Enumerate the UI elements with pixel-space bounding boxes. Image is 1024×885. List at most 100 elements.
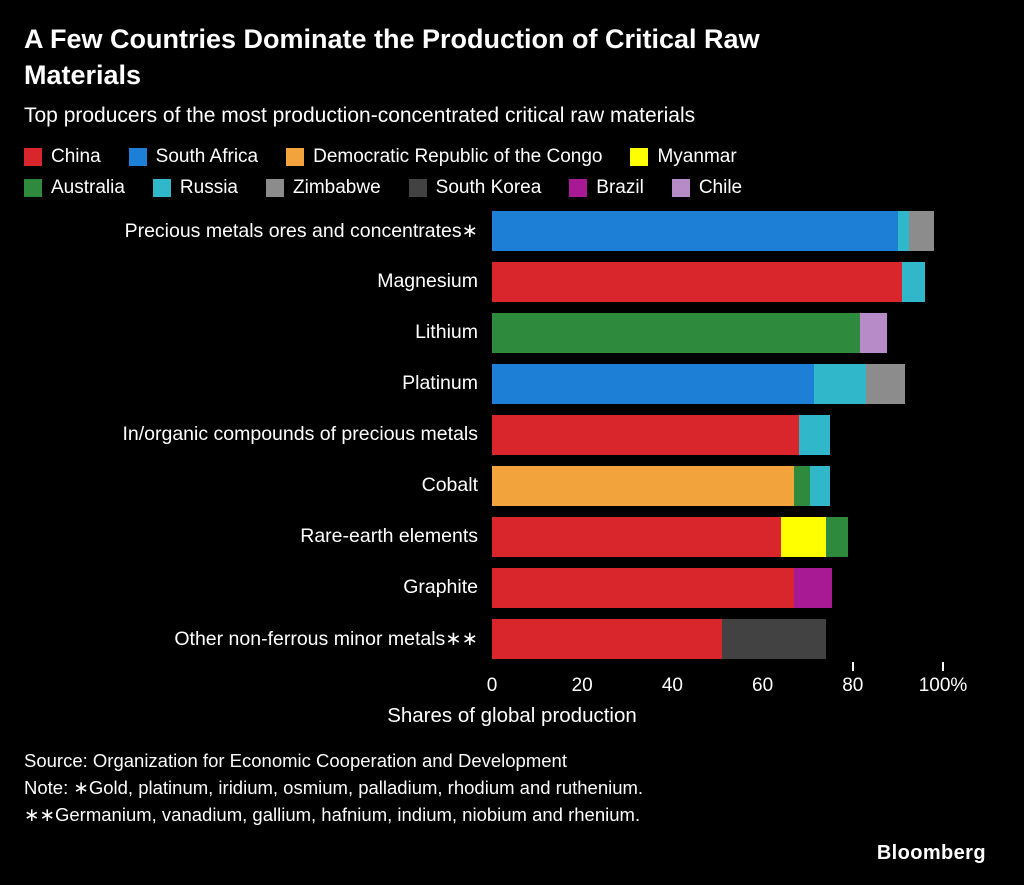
bar-row-lithium: Lithium	[24, 312, 1000, 353]
legend-label: Brazil	[596, 176, 644, 198]
bar-row-in-organic-compounds-of-precious-metals: In/organic compounds of precious metals	[24, 414, 1000, 455]
legend-label: Chile	[698, 176, 743, 198]
source-text: Source: Organization for Economic Cooper…	[24, 749, 567, 771]
bar-segment-chile	[859, 312, 887, 353]
legend-item-chile: Chile	[671, 176, 743, 199]
bar-row-cobalt: Cobalt	[24, 465, 1000, 506]
legend-item-zimbabwe: Zimbabwe	[266, 177, 381, 199]
x-axis-title: Shares of global production	[387, 703, 637, 727]
legend-swatch-south-korea	[408, 178, 427, 197]
note-text-1: Note: ∗Gold, platinum, iridium, osmium, …	[24, 777, 644, 799]
bar-segment-australia	[825, 516, 849, 557]
x-tick-label: 20	[571, 674, 593, 696]
legend-item-south-africa: South Africa	[128, 145, 259, 168]
chart-footer: Source: Organization for Economic Cooper…	[24, 748, 1000, 829]
bar-track	[492, 363, 943, 404]
legend: China South Africa Democratic Republic of …	[24, 146, 1000, 199]
bar-segment-russia	[814, 363, 867, 404]
x-tick-mark	[942, 661, 944, 671]
legend-item-south-korea: South Korea	[408, 176, 542, 199]
legend-swatch-russia	[152, 178, 171, 197]
bloomberg-logo: Bloomberg	[876, 842, 986, 864]
legend-swatch-south-africa	[128, 147, 147, 166]
legend-swatch-brazil	[569, 178, 588, 197]
x-tick-label: 80	[842, 674, 864, 696]
bar-track	[492, 312, 943, 353]
bar-chart: Precious metals ores and concentrates∗ Ma…	[24, 210, 1000, 659]
legend-swatch-zimbabwe	[266, 178, 284, 197]
x-tick-label: 60	[752, 674, 774, 696]
legend-label: Democratic Republic of the Congo	[313, 145, 603, 167]
bar-track	[492, 567, 943, 608]
bar-track	[492, 618, 943, 659]
bar-segment-china	[492, 261, 903, 302]
bar-track	[492, 516, 943, 557]
legend-swatch-myanmar	[630, 147, 649, 166]
legend-row: China South Africa Democratic Republic of …	[24, 146, 1000, 168]
bar-segment-china	[492, 414, 799, 455]
category-label: Rare-earth elements	[300, 525, 478, 548]
bar-segment-democratic-republic-of-the-congo	[492, 465, 795, 506]
bar-segment-australia	[794, 465, 810, 506]
legend-row: Australia Russia Zimbabwe South Korea Brazil…	[24, 177, 1000, 199]
legend-item-russia: Russia	[152, 176, 238, 199]
x-tick-label: 40	[661, 674, 683, 696]
legend-label: China	[51, 145, 101, 167]
legend-item-democratic-republic-of-the-congo: Democratic Republic of the Congo	[286, 146, 602, 168]
bar-segment-zimbabwe	[866, 363, 905, 404]
bar-track	[492, 414, 943, 455]
bar-segment-russia	[798, 414, 831, 455]
category-label: Cobalt	[421, 474, 478, 497]
category-label: Graphite	[403, 576, 478, 599]
bar-segment-russia	[897, 210, 910, 251]
legend-swatch-australia	[24, 178, 42, 197]
x-tick-mark	[851, 661, 854, 671]
category-label: Platinum	[402, 372, 478, 395]
bar-segment-china	[492, 567, 795, 608]
legend-label: Myanmar	[657, 145, 737, 167]
x-tick-label: 0	[486, 674, 498, 696]
legend-swatch-chile	[671, 178, 690, 197]
x-tick-label: 100%	[918, 674, 968, 696]
bar-track	[492, 465, 943, 506]
bar-segment-russia	[809, 465, 831, 506]
category-label: Magnesium	[377, 270, 478, 293]
chart-subtitle: Top producers of the most production-con…	[24, 103, 696, 127]
bar-row-graphite: Graphite	[24, 567, 1000, 608]
category-label: Lithium	[415, 321, 478, 344]
bar-segment-myanmar	[780, 516, 826, 557]
legend-label: Russia	[179, 176, 238, 198]
legend-label: Zimbabwe	[293, 176, 381, 198]
bar-segment-russia	[902, 261, 925, 302]
category-label: Precious metals ores and concentrates∗	[124, 219, 478, 242]
bar-segment-brazil	[794, 567, 833, 608]
bar-row-platinum: Platinum	[24, 363, 1000, 404]
bar-row-rare-earth-elements: Rare-earth elements	[24, 516, 1000, 557]
bar-row-other-non-ferrous-minor-metals: Other non-ferrous minor metals∗∗	[24, 618, 1000, 659]
legend-item-myanmar: Myanmar	[630, 145, 737, 168]
bar-segment-china	[492, 618, 722, 659]
legend-item-australia: Australia	[24, 177, 125, 199]
note-text-2: ∗∗Germanium, vanadium, gallium, hafnium,…	[24, 804, 641, 826]
bar-segment-china	[492, 516, 781, 557]
bar-segment-south-africa	[492, 210, 898, 251]
bar-segment-zimbabwe	[909, 210, 934, 251]
chart-container: A Few Countries Dominate the Production …	[24, 24, 1000, 829]
legend-label: Australia	[51, 176, 125, 198]
bar-row-magnesium: Magnesium	[24, 261, 1000, 302]
bar-segment-south-korea	[722, 618, 826, 659]
bar-track	[492, 261, 943, 302]
legend-swatch-china	[24, 147, 42, 166]
legend-item-china: China	[24, 146, 101, 168]
bar-track	[492, 210, 943, 251]
bar-segment-australia	[492, 312, 860, 353]
legend-label: South Africa	[155, 145, 259, 167]
category-label: Other non-ferrous minor metals∗∗	[174, 627, 478, 650]
legend-label: South Korea	[435, 176, 542, 198]
category-label: In/organic compounds of precious metals	[122, 423, 478, 446]
chart-title: A Few Countries Dominate the Production …	[24, 24, 760, 90]
bar-row-precious-metals-ores-and-concentrates: Precious metals ores and concentrates∗	[24, 210, 1000, 251]
legend-item-brazil: Brazil	[569, 177, 644, 199]
x-axis: 0 20 40 60 80 100%	[487, 661, 967, 698]
bar-segment-south-africa	[492, 363, 815, 404]
